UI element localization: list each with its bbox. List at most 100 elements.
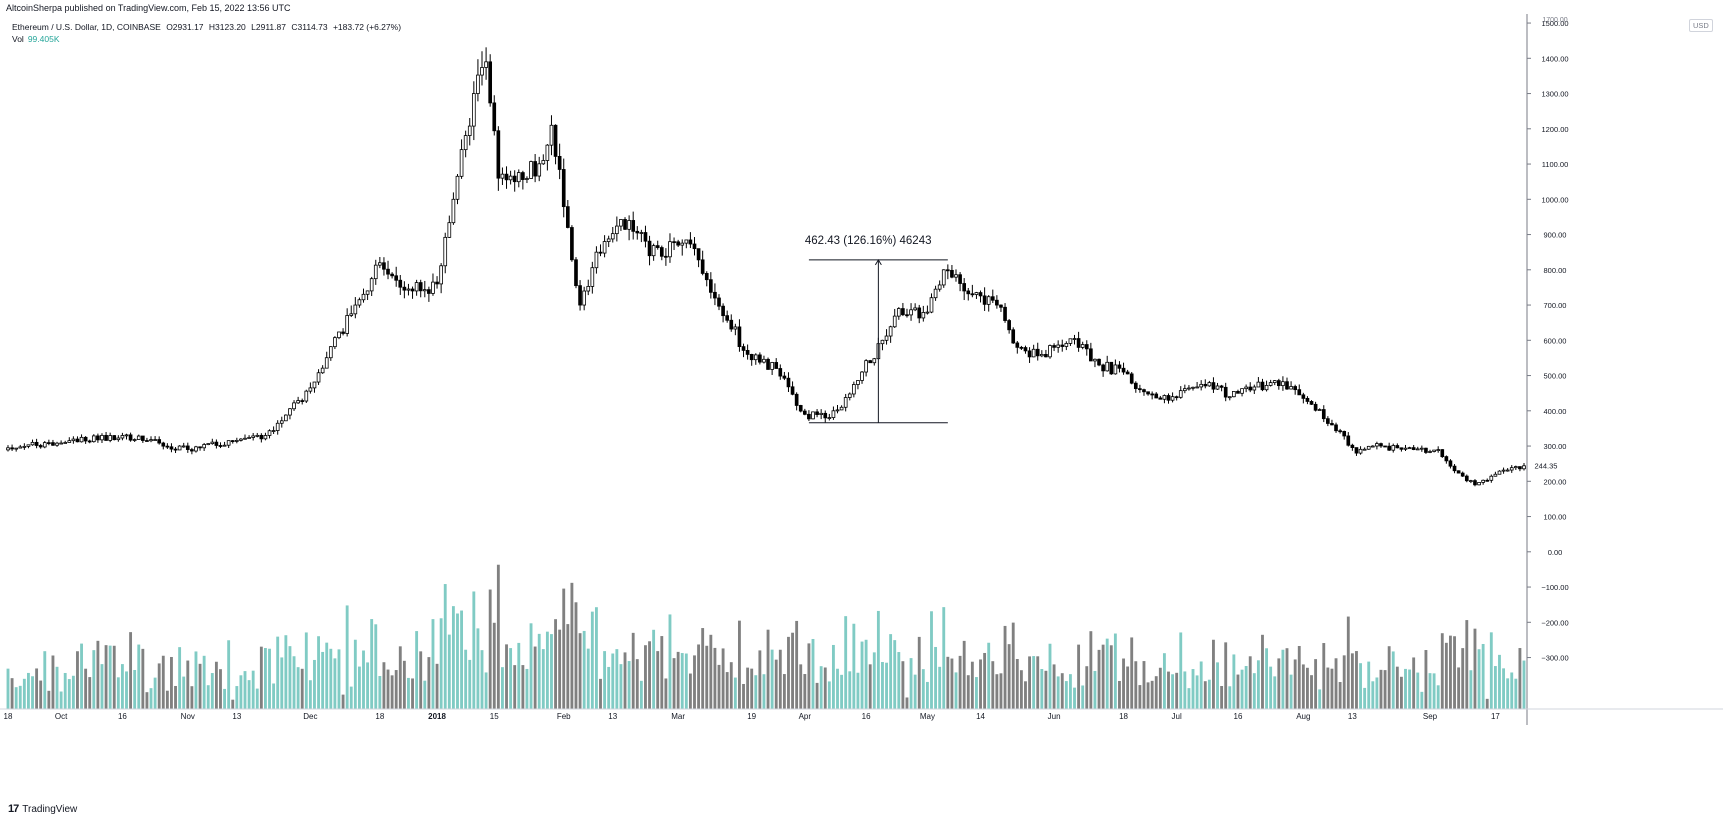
candle bbox=[226, 440, 231, 448]
candle bbox=[120, 432, 125, 441]
candle bbox=[970, 284, 975, 298]
volume-bar bbox=[1355, 651, 1358, 709]
volume-label[interactable]: Vol bbox=[12, 34, 24, 44]
volume-bar bbox=[231, 699, 235, 709]
candle bbox=[929, 293, 934, 314]
candle bbox=[537, 156, 542, 182]
volume-bar bbox=[872, 652, 876, 709]
volume-bar bbox=[137, 644, 141, 709]
volume-bar bbox=[415, 631, 419, 709]
volume-bar bbox=[574, 602, 578, 709]
volume-bar bbox=[1015, 659, 1019, 709]
candle bbox=[762, 355, 766, 364]
volume-bar bbox=[921, 669, 925, 709]
volume-bar bbox=[852, 623, 856, 709]
price-tick-label: 1400.00 bbox=[1541, 54, 1568, 63]
candle bbox=[1170, 392, 1175, 403]
volume-bar bbox=[1003, 625, 1007, 709]
volume-bar bbox=[987, 642, 991, 709]
candle bbox=[925, 305, 930, 315]
volume-bar bbox=[1428, 673, 1432, 709]
volume-bar bbox=[439, 618, 443, 709]
candle bbox=[1007, 319, 1011, 334]
price-range-measure[interactable]: 462.43 (126.16%) 46243 bbox=[805, 235, 948, 424]
volume-bar bbox=[1195, 675, 1199, 709]
ohlc-close: C3114.73 bbox=[291, 22, 328, 32]
volume-bar bbox=[1105, 638, 1109, 709]
volume-bar bbox=[860, 641, 864, 709]
volume-bar bbox=[717, 664, 721, 709]
volume-bar bbox=[288, 646, 292, 709]
volume-bar bbox=[398, 646, 402, 709]
candle bbox=[1281, 376, 1285, 391]
volume-bar bbox=[308, 680, 312, 709]
candle bbox=[688, 232, 693, 249]
volume-bar bbox=[533, 646, 537, 709]
candle bbox=[1264, 380, 1269, 392]
candle bbox=[549, 115, 554, 156]
candle bbox=[802, 408, 807, 416]
volume-bar bbox=[525, 668, 529, 709]
volume-bar bbox=[1207, 679, 1211, 709]
candle bbox=[1424, 447, 1428, 454]
tradingview-logo-icon: 17 bbox=[8, 803, 19, 815]
candle bbox=[1276, 378, 1281, 390]
volume-bar bbox=[521, 665, 525, 709]
volume-bar bbox=[1436, 685, 1440, 709]
volume-bar bbox=[153, 677, 157, 709]
candle bbox=[394, 266, 399, 287]
candle bbox=[284, 414, 288, 422]
candle bbox=[1509, 465, 1514, 473]
candle bbox=[333, 336, 337, 350]
candle bbox=[492, 95, 497, 136]
volume-bar bbox=[178, 647, 182, 709]
volume-bar bbox=[18, 685, 22, 709]
volume-bar bbox=[970, 661, 974, 709]
volume-bar bbox=[1281, 649, 1285, 709]
volume-bar bbox=[1073, 687, 1076, 709]
candle bbox=[1138, 384, 1142, 393]
candle bbox=[1232, 391, 1236, 398]
candle bbox=[1060, 339, 1065, 352]
candle bbox=[341, 328, 345, 336]
volume-bar bbox=[370, 619, 374, 709]
candle bbox=[165, 443, 170, 449]
candle bbox=[651, 243, 656, 261]
measure-arrowhead-icon bbox=[874, 258, 882, 266]
volume-bar bbox=[975, 677, 978, 709]
candle bbox=[1133, 381, 1138, 393]
candle bbox=[664, 248, 668, 266]
currency-badge[interactable]: USD bbox=[1689, 19, 1713, 32]
candle bbox=[1056, 340, 1060, 353]
candle bbox=[1105, 355, 1110, 372]
candle bbox=[1199, 380, 1204, 391]
candle bbox=[729, 314, 734, 332]
volume-bar bbox=[770, 649, 774, 709]
candle bbox=[811, 411, 815, 420]
price-tick-label: 100.00 bbox=[1544, 513, 1567, 522]
volume-bar bbox=[268, 648, 271, 709]
volume-bar bbox=[954, 672, 958, 709]
volume-bar bbox=[1228, 686, 1232, 709]
volume-bar bbox=[84, 668, 88, 709]
candle bbox=[1272, 379, 1277, 386]
volume-bar bbox=[1175, 672, 1179, 709]
candle bbox=[692, 237, 697, 256]
volume-bar bbox=[1334, 658, 1338, 709]
volume-bar bbox=[419, 651, 423, 709]
volume-bar bbox=[1301, 664, 1305, 709]
volume-bar bbox=[652, 629, 656, 709]
candle bbox=[145, 437, 149, 442]
symbol-title[interactable]: Ethereum / U.S. Dollar, 1D, COINBASE bbox=[12, 22, 161, 32]
volume-bar bbox=[402, 660, 406, 709]
tradingview-brand[interactable]: 17 TradingView bbox=[8, 803, 77, 815]
candle bbox=[116, 435, 121, 442]
volume-bar bbox=[210, 673, 214, 709]
candle bbox=[214, 439, 219, 449]
candle bbox=[635, 226, 640, 240]
volume-bar bbox=[599, 678, 602, 709]
volume-bar bbox=[1342, 655, 1346, 709]
volume-bar bbox=[1269, 666, 1273, 709]
volume-bar bbox=[688, 673, 692, 709]
